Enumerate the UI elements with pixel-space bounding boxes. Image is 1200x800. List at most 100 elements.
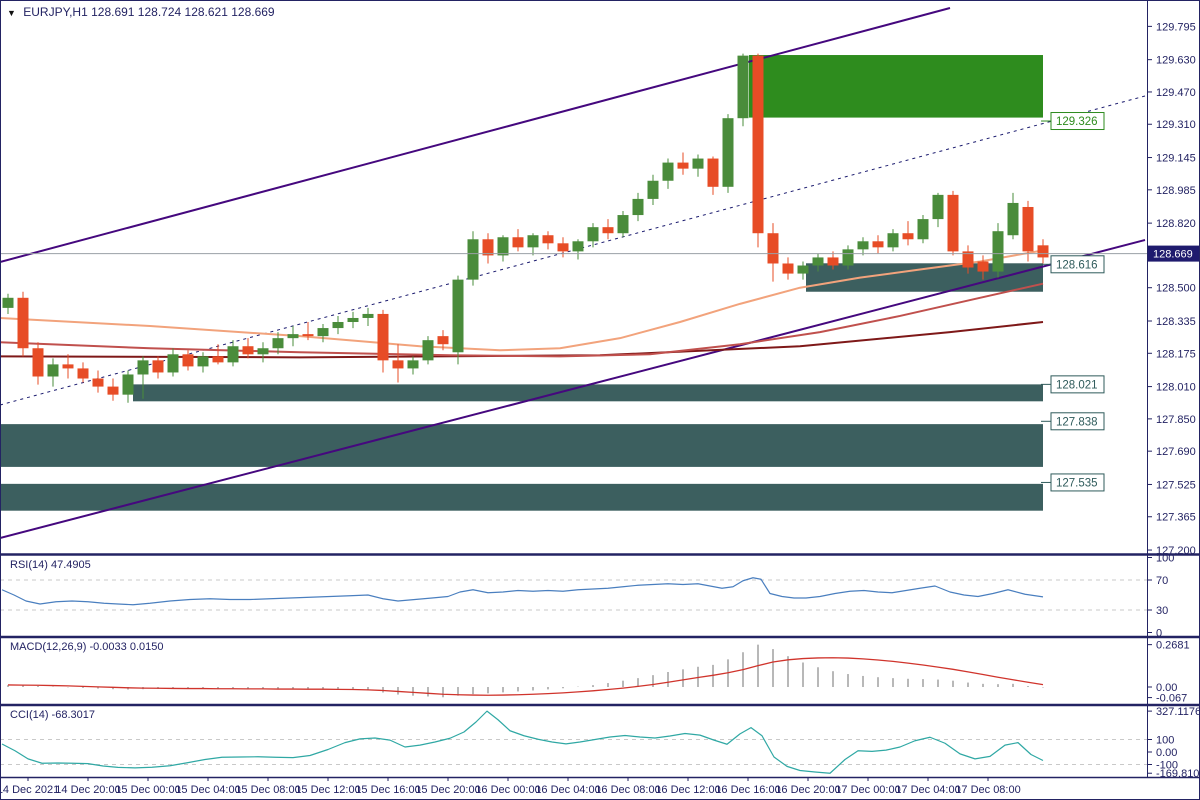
price-tick-label: 127.365 (1156, 512, 1196, 524)
candle-down (212, 356, 224, 363)
cci-tick-label: 100 (1156, 735, 1174, 747)
macd-label: MACD(12,26,9) -0.0033 0.0150 (10, 641, 164, 653)
price-tag-129.326: 129.326 (1056, 116, 1098, 128)
candle-down (977, 261, 989, 272)
price-tick-label: 129.795 (1156, 21, 1196, 33)
chart-plot-area[interactable] (0, 0, 1147, 777)
time-label: 15 Dec 04:00 (175, 784, 240, 796)
trendline-channel-mid (0, 95, 1146, 406)
rsi-tick-label: 30 (1156, 605, 1168, 617)
candle-up (857, 241, 869, 250)
cci-tick-label: 327.1176 (1156, 706, 1200, 718)
ma-fast (0, 249, 1044, 352)
candles (2, 53, 1049, 403)
price-tick-label: 128.010 (1156, 382, 1196, 394)
candle-up (257, 348, 269, 355)
price-tick-label: 129.145 (1156, 153, 1196, 165)
time-axis: 14 Dec 202114 Dec 20:0015 Dec 00:0015 De… (0, 777, 1021, 796)
candle-up (137, 360, 149, 375)
price-tag-128.616: 128.616 (1056, 259, 1098, 271)
current-price-box (1148, 245, 1199, 262)
header-ohlc: 128.691 128.724 128.621 128.669 (91, 5, 275, 19)
candle-down (557, 243, 569, 252)
macd-tick-label: -0.067 (1156, 693, 1187, 705)
current-price-value: 128.669 (1153, 249, 1193, 261)
candle-up (887, 233, 899, 248)
cci-line (1, 710, 1044, 774)
price-tags: 129.326 128.616 128.021 127.838 127.535 (1041, 112, 1105, 492)
candle-up (647, 180, 659, 199)
price-tag-box (1050, 412, 1105, 431)
candle-up (917, 219, 929, 240)
time-label: 17 Dec 08:00 (955, 784, 1020, 796)
price-tick-label: 128.985 (1156, 185, 1196, 197)
candle-up (407, 360, 419, 369)
zone-support-127535 (0, 483, 1043, 511)
time-axis-area[interactable] (0, 777, 1200, 800)
time-label: 15 Dec 12:00 (295, 784, 360, 796)
time-label: 15 Dec 16:00 (355, 784, 420, 796)
time-label: 16 Dec 08:00 (595, 784, 660, 796)
time-label: 16 Dec 12:00 (655, 784, 720, 796)
trendline-channel-lower (0, 239, 1146, 539)
candle-up (197, 356, 209, 367)
candle-up (587, 227, 599, 242)
candle-down (902, 233, 914, 240)
candle-up (467, 239, 479, 280)
candle-down (77, 368, 89, 379)
candle-down (242, 346, 254, 355)
candle-down (542, 235, 554, 244)
candle-up (617, 215, 629, 234)
time-label: 15 Dec 20:00 (415, 784, 480, 796)
symbol-dropdown-icon[interactable]: ▼ (7, 8, 16, 18)
candle-down (872, 241, 884, 248)
candle-up (527, 235, 539, 248)
candle-down (152, 360, 164, 373)
candle-down (302, 334, 314, 337)
price-tag-box (1050, 112, 1105, 131)
candle-down (32, 348, 44, 377)
candle-down (482, 239, 494, 256)
price-axis-area[interactable] (1147, 0, 1200, 777)
cci-tick-label: 0.00 (1156, 747, 1177, 759)
candle-down (62, 364, 74, 369)
time-label: 16 Dec 04:00 (535, 784, 600, 796)
time-label: 14 Dec 2021 (0, 784, 59, 796)
candle-down (17, 297, 29, 349)
time-label: 16 Dec 20:00 (775, 784, 840, 796)
candle-down (707, 158, 719, 187)
cci-tick-label: -100 (1156, 760, 1178, 772)
candle-up (662, 162, 674, 181)
candle-up (287, 334, 299, 339)
candle-up (272, 338, 284, 349)
candle-down (827, 257, 839, 266)
trendline-channel-upper (0, 7, 951, 263)
rsi-tick-label: 70 (1156, 575, 1168, 587)
price-tag-box (1050, 255, 1105, 274)
price-axis: 129.795 129.630 129.470 129.310 129.145 128.9… (1147, 0, 1199, 777)
candle-up (722, 118, 734, 187)
price-tick-label: 128.175 (1156, 348, 1196, 360)
price-tag-box (1050, 473, 1105, 492)
rsi-tick-label: 0 (1156, 628, 1162, 640)
price-tag-127.535: 127.535 (1056, 477, 1098, 489)
candle-up (797, 265, 809, 274)
candle-up (1007, 202, 1019, 236)
candle-up (692, 158, 704, 169)
zone-support-127838 (0, 424, 1043, 467)
time-label: 15 Dec 00:00 (115, 784, 180, 796)
candle-up (347, 317, 359, 323)
chart-header: ▼ EURJPY,H1 128.691 128.724 128.621 128.… (7, 5, 275, 19)
candle-down (1037, 245, 1049, 258)
candle-up (452, 279, 464, 353)
candle-up (812, 257, 824, 266)
candle-down (752, 55, 764, 234)
candle-up (47, 364, 59, 377)
candle-up (332, 322, 344, 329)
candle-up (2, 297, 14, 308)
candle-down (782, 263, 794, 274)
candle-down (437, 336, 449, 345)
